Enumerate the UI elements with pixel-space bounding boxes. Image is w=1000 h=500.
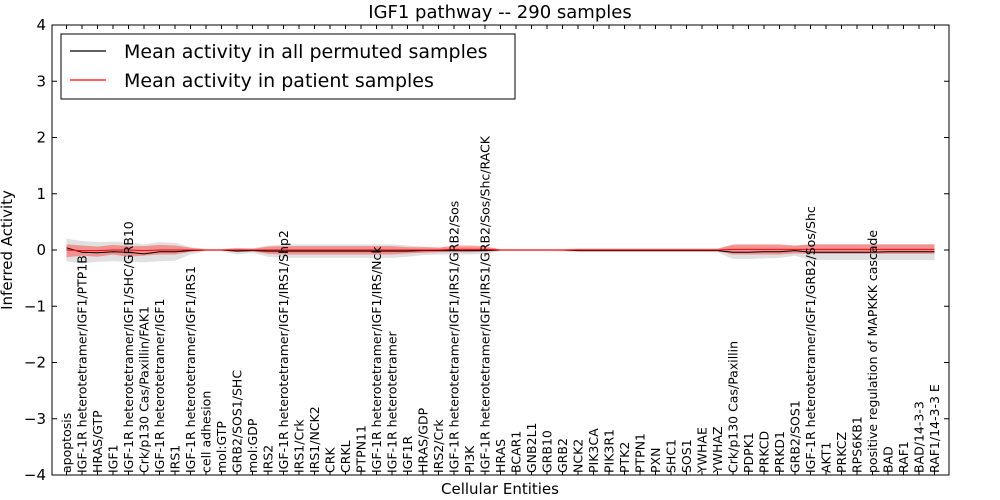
- x-tick-label: GNB2L1: [524, 423, 539, 473]
- x-tick-label: PRKCD: [757, 431, 772, 473]
- confidence-bands: [66, 238, 935, 264]
- x-tick-label: PIK3CA: [586, 428, 601, 473]
- y-tick-label: 1: [36, 185, 46, 203]
- x-tick-label: IGF-1R heterotetramer/IGF1/SHC/GRB10: [121, 221, 136, 473]
- x-tick-label: SOS1: [679, 439, 694, 473]
- chart-title: IGF1 pathway -- 290 samples: [368, 2, 631, 23]
- x-tick-label: Crk/p130 Cas/Paxillin: [726, 341, 741, 473]
- series-line-patient: [66, 248, 935, 252]
- x-tick-label: IRS1/Crk: [292, 419, 307, 473]
- x-tick-label: HRAS/GTP: [90, 410, 105, 473]
- x-tick-label: IGF-1R heterotetramer/IGF1/IRS1/GRB2/Sos…: [478, 135, 493, 473]
- x-tick-label: IGF1R: [400, 435, 415, 473]
- y-tick-label: 4: [36, 16, 46, 34]
- legend-box: [60, 33, 516, 100]
- x-tick-label: CRKL: [338, 440, 353, 473]
- x-tick-label: Crk/p130 Cas/Paxillin/FAK1: [137, 306, 152, 473]
- x-tick-label: SHC1: [664, 439, 679, 473]
- y-tick-label: −2: [24, 354, 46, 372]
- x-tick-label: IRS2: [261, 445, 276, 473]
- x-tick-label: BAD/14-3-3: [912, 401, 927, 473]
- x-tick-label: IGF-1R heterotetramer/IGF1/IRS1/Shp2: [276, 230, 291, 473]
- x-tick-label: GRB2/SOS1: [788, 400, 803, 473]
- legend: Mean activity in all permuted samples Me…: [60, 33, 516, 100]
- y-tick-label: −3: [24, 410, 46, 428]
- x-tick-label: IGF-1R heterotetramer/IGF1/IRS1: [183, 266, 198, 473]
- x-tick-label: cell adhesion: [199, 391, 214, 473]
- x-tick-label: PIK3R1: [602, 429, 617, 473]
- x-tick-label: PTK2: [617, 442, 632, 473]
- x-tick-label: BCAR1: [509, 431, 524, 473]
- x-tick-label: IGF-1R heterotetramer/IGF1/IRS1/GRB2/Sos: [447, 201, 462, 473]
- legend-label-permuted: Mean activity in all permuted samples: [124, 41, 487, 63]
- x-tick-label: IGF-1R heterotetramer/IGF1: [152, 299, 167, 473]
- legend-label-patient: Mean activity in patient samples: [124, 70, 434, 92]
- x-tick-label: IGF-1R heterotetramer/IGF1/GRB2/Sos/Shc: [803, 206, 818, 473]
- x-tick-label: PRKCZ: [834, 432, 849, 473]
- x-tick-label: PRKD1: [772, 431, 787, 473]
- x-tick-label: IRS1: [168, 445, 183, 473]
- x-tick-label: PDPK1: [741, 432, 756, 473]
- y-axis-label: Inferred Activity: [0, 190, 16, 310]
- x-tick-label: RAF1/14-3-3 E: [927, 384, 942, 473]
- x-tick-label: positive regulation of MAPKKK cascade: [865, 230, 880, 473]
- x-tick-label: HRAS: [493, 439, 508, 473]
- band-permuted: [66, 238, 935, 264]
- x-tick-label: RPS6KB1: [850, 416, 865, 473]
- plot-frame: [51, 24, 950, 476]
- y-tick-label: 2: [36, 129, 46, 147]
- y-tick-label: 0: [36, 241, 46, 259]
- x-tick-label: PTPN11: [354, 425, 369, 473]
- x-tick-label: IGF1: [106, 444, 121, 473]
- x-tick-label: mol:GTP: [214, 421, 229, 473]
- x-tick-label: IGF-1R heterotetramer/IGF1/IRS/Nck: [369, 246, 384, 473]
- band-patient: [66, 244, 935, 258]
- x-tick-labels: apoptosis IGF-1R heterotetramer/IGF1/PTP1…: [59, 135, 942, 474]
- x-tick-label: IGF-1R heterotetramer: [385, 330, 400, 473]
- x-axis-label: Cellular Entities: [441, 480, 559, 498]
- x-tick-label: IGF-1R heterotetramer/IGF1/PTP1B: [75, 255, 90, 473]
- y-tick-label: −4: [24, 466, 46, 484]
- x-tick-label: YWHAZ: [710, 426, 725, 474]
- x-tick-label: GRB10: [540, 430, 555, 473]
- x-tick-label: GRB2: [555, 438, 570, 473]
- x-tick-label: CRK: [323, 447, 338, 473]
- x-tick-label: RAF1: [896, 441, 911, 473]
- x-tick-label: apoptosis: [59, 413, 74, 473]
- x-tick-label: HRAS/GDP: [416, 407, 431, 473]
- series-lines: [66, 247, 935, 255]
- x-tick-label: IRS1/NCK2: [307, 406, 322, 473]
- x-tick-label: NCK2: [571, 439, 586, 473]
- y-tick-labels: 4 3 2 1 0 −1 −2 −3 −4: [24, 16, 46, 484]
- y-tick-label: 3: [36, 72, 46, 90]
- x-tick-label: mol:GDP: [245, 418, 260, 473]
- x-tick-label: PXN: [648, 448, 663, 473]
- x-tick-label: AKT1: [819, 442, 834, 473]
- x-tick-label: PI3K: [462, 445, 477, 473]
- x-tick-label: GRB2/SOS1/SHC: [230, 370, 245, 473]
- x-tick-label: YWHAE: [695, 427, 710, 474]
- x-tick-label: BAD: [881, 446, 896, 473]
- axis-ticks: [52, 24, 949, 476]
- y-tick-label: −1: [24, 297, 46, 315]
- x-tick-label: IRS2/Crk: [431, 419, 446, 473]
- x-tick-label: PTPN1: [633, 433, 648, 473]
